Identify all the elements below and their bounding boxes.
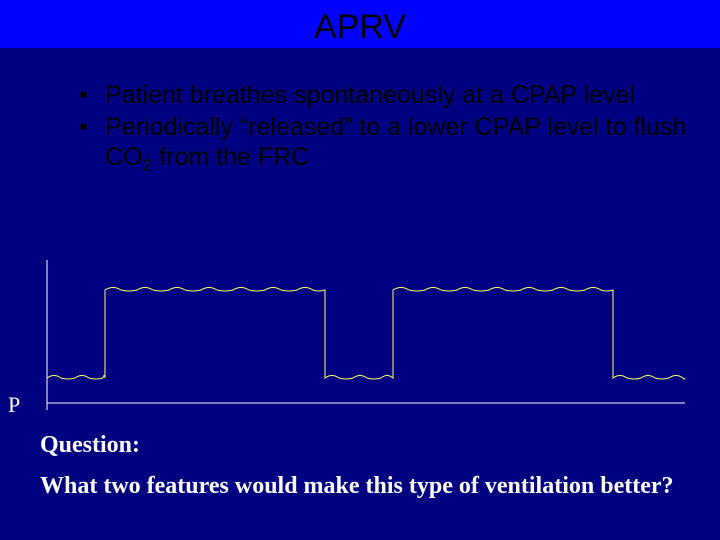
question-text: What two features would make this type o…	[40, 473, 690, 501]
waveform-svg	[25, 260, 695, 430]
y-axis-label: P	[8, 392, 20, 418]
bullet-text: Patient breathes spontaneously at a CPAP…	[105, 80, 695, 110]
bullet-item: • Patient breathes spontaneously at a CP…	[75, 80, 695, 110]
bullet-item: • Periodically “released” to a lower CPA…	[75, 112, 695, 176]
bullet-text: Periodically “released” to a lower CPAP …	[105, 112, 695, 176]
bullet-marker: •	[75, 112, 105, 176]
slide-title: APRV	[0, 8, 720, 47]
bullet-marker: •	[75, 80, 105, 110]
question-block: Question: What two features would make t…	[40, 432, 690, 501]
bullet-list: • Patient breathes spontaneously at a CP…	[75, 80, 695, 178]
question-heading: Question:	[40, 432, 690, 459]
pressure-waveform-chart	[25, 260, 695, 430]
